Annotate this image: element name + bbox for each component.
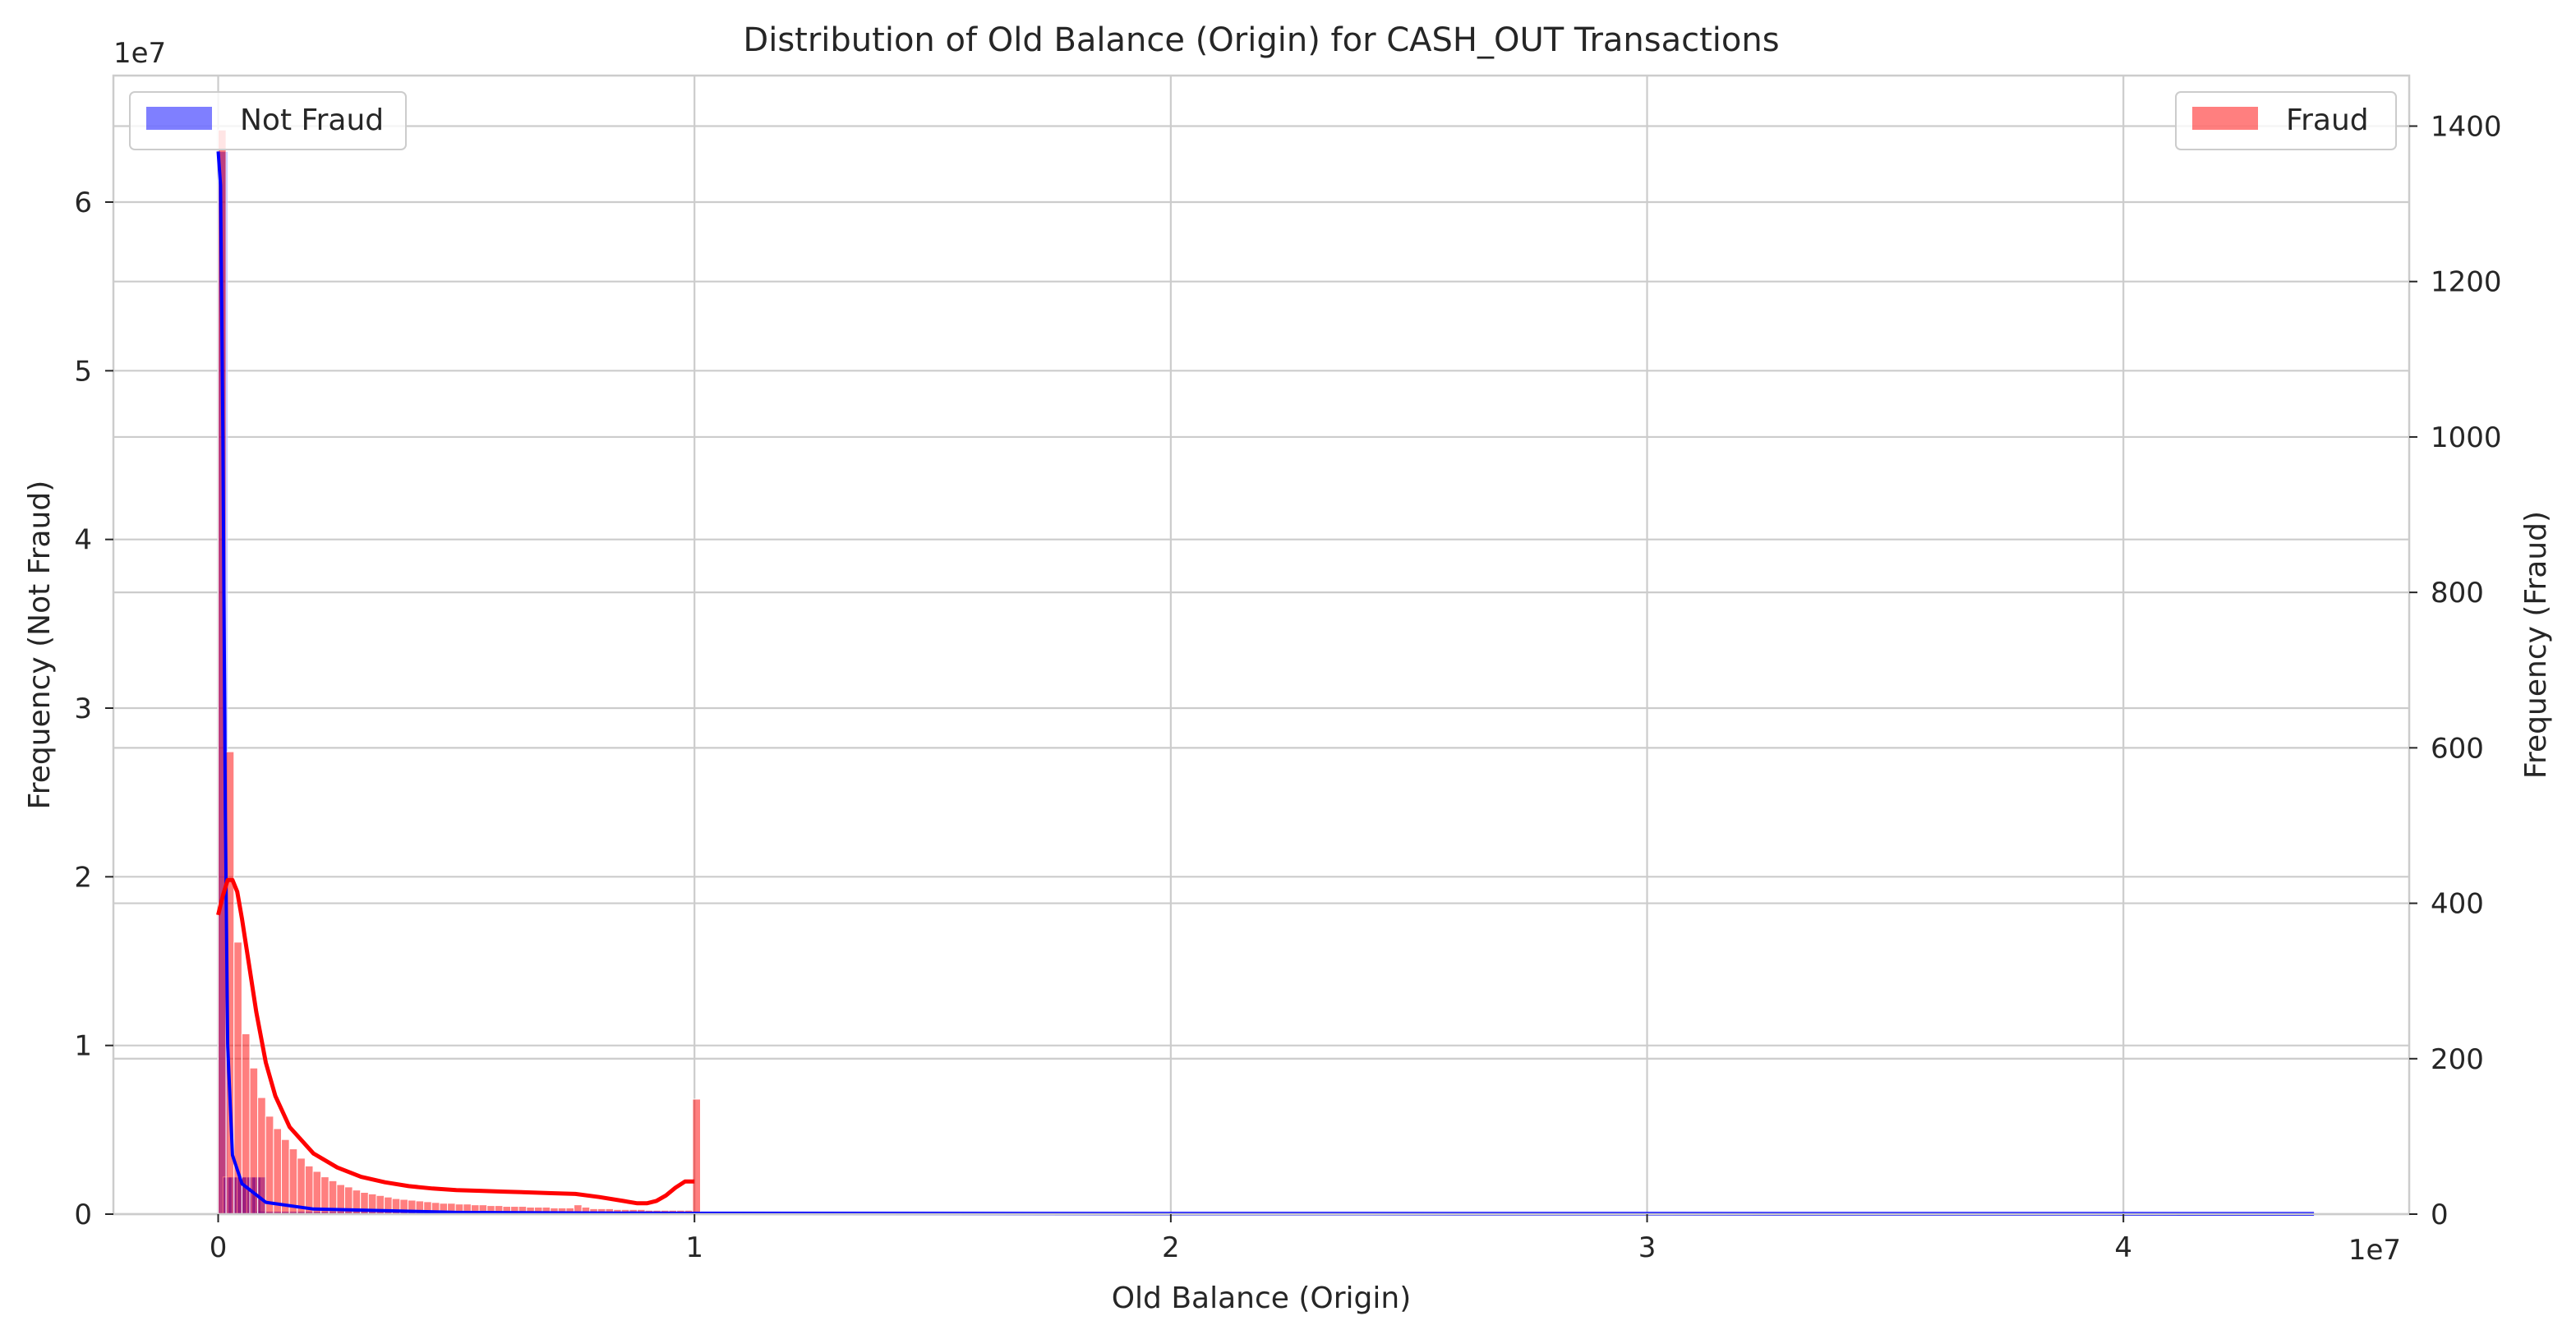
- legend-swatch-not-fraud: [146, 107, 212, 130]
- legend-box: [129, 91, 407, 150]
- fraud-bars: [218, 129, 701, 1215]
- fraud-bar: [692, 1098, 701, 1215]
- y-axis-left-offset-label: 1e7: [113, 37, 166, 70]
- y-right-tick-label: 1400: [2431, 110, 2502, 143]
- x-axis-label: Old Balance (Origin): [1112, 1281, 1412, 1315]
- y-axis-left-label: Frequency (Not Fraud): [23, 481, 57, 810]
- y-right-tick-label: 1200: [2431, 266, 2502, 299]
- axes: [105, 74, 2417, 1222]
- fraud-bar: [281, 1139, 290, 1215]
- fraud-bar: [265, 1116, 274, 1215]
- chart-title: Distribution of Old Balance (Origin) for…: [743, 21, 1779, 59]
- x-tick-label: 4: [2114, 1231, 2132, 1264]
- x-tick-label: 1: [685, 1231, 703, 1264]
- legend-label-fraud: Fraud: [2286, 104, 2369, 137]
- y-left-tick-label: 2: [74, 861, 92, 894]
- x-tick-label: 3: [1638, 1231, 1657, 1264]
- y-left-tick-label: 4: [74, 524, 92, 557]
- plot-background: [113, 76, 2409, 1214]
- legend-fraud: Fraud: [2175, 91, 2397, 150]
- plot-frame: [112, 74, 2411, 1216]
- x-tick-label: 2: [1162, 1231, 1180, 1264]
- x-tick-label: 0: [210, 1231, 228, 1264]
- y-left-tick-label: 1: [74, 1030, 92, 1063]
- legend-box: [2175, 91, 2397, 150]
- legend-label-not-fraud: Not Fraud: [240, 104, 384, 137]
- fraud-kde-line: [216, 877, 695, 1206]
- y-right-tick-label: 200: [2431, 1043, 2484, 1076]
- y-left-tick-label: 3: [74, 693, 92, 725]
- y-right-tick-label: 1000: [2431, 421, 2502, 454]
- y-right-tick-label: 0: [2431, 1199, 2449, 1231]
- y-right-tick-label: 800: [2431, 577, 2484, 610]
- tick-labels: 0 1 2 3 4 0 1 2 3 4 5 6 0 200 400 600 800 1000 1200 1400: [74, 110, 2501, 1264]
- y-left-tick-label: 6: [74, 186, 92, 219]
- y-axis-right-label: Frequency (Fraud): [2519, 511, 2553, 779]
- x-axis-offset-label: 1e7: [2348, 1234, 2401, 1267]
- y-right-tick-label: 600: [2431, 732, 2484, 765]
- y-left-tick-label: 5: [74, 355, 92, 388]
- legend-swatch-fraud: [2192, 107, 2258, 130]
- y-left-tick-label: 0: [74, 1199, 92, 1231]
- legend-not-fraud: Not Fraud: [129, 91, 407, 150]
- y-right-tick-label: 400: [2431, 888, 2484, 921]
- fraud-bar: [273, 1128, 283, 1215]
